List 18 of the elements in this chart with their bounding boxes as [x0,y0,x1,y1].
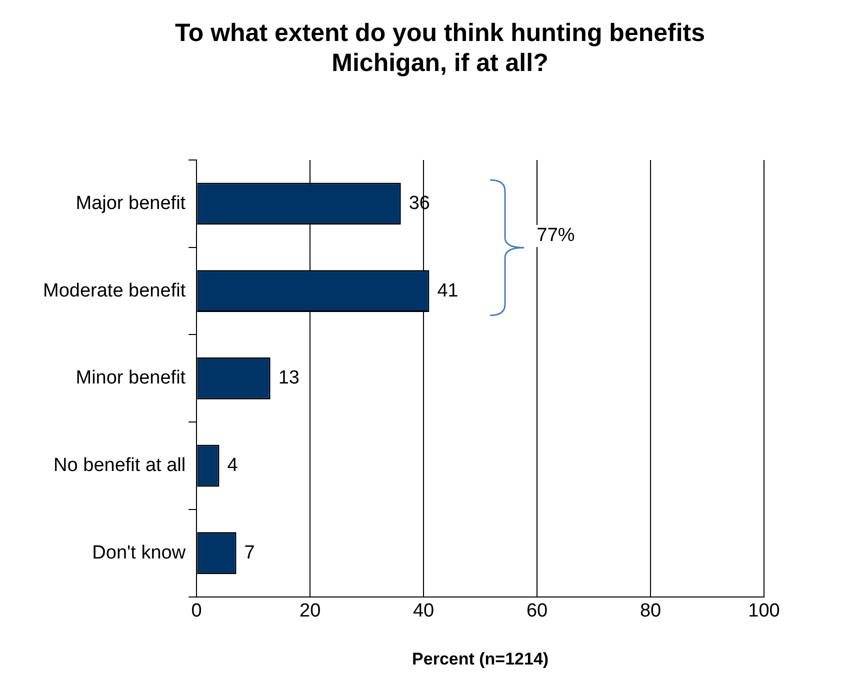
y-tick-label: Don't know [92,542,186,564]
data-label: 13 [278,368,300,389]
x-tick-label: 80 [640,600,662,622]
chart-title: To what extent do you think hunting benefits Michigan, if at all? [174,18,706,78]
x-tick-label: 20 [300,600,321,622]
x-tick-label: 60 [526,600,548,622]
y-tick-label: No benefit at all [54,454,186,476]
x-tick-label: 0 [191,600,202,622]
x-tick-label: 100 [748,600,780,622]
x-tick-label: 40 [412,600,434,622]
data-label: 7 [244,542,255,564]
x-axis-title: Percent (n=1214) [412,649,549,668]
data-label: 4 [227,454,238,476]
data-label: 41 [437,280,458,302]
y-tick-label: Minor benefit [76,368,186,389]
annotation: 77% [534,225,577,248]
y-tick-label: Moderate benefit [43,280,186,302]
y-tick-label: Major benefit [76,192,186,214]
